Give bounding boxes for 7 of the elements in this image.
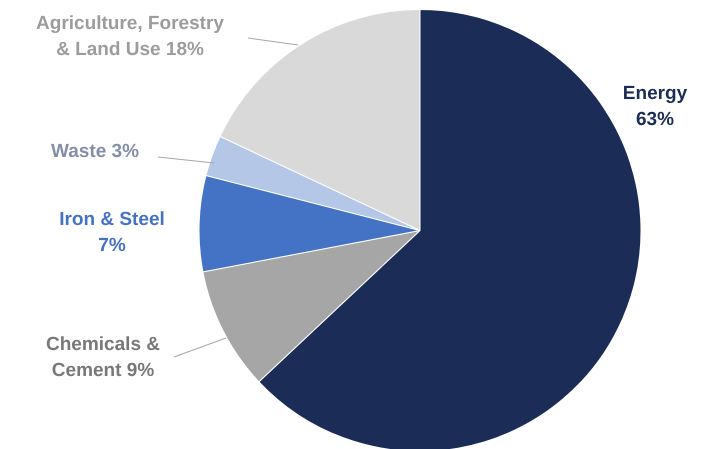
slice-label: Iron & Steel [59,209,165,230]
slice-label: Agriculture, Forestry & Land Use 18% [36,13,224,60]
slice-label: Energy [622,83,688,104]
data-label: 7% [98,235,126,256]
data-label: 63% [636,109,674,130]
slice-label: Chemicals & Cement 9% [46,334,160,382]
slice-label: Waste 3% [51,141,140,162]
